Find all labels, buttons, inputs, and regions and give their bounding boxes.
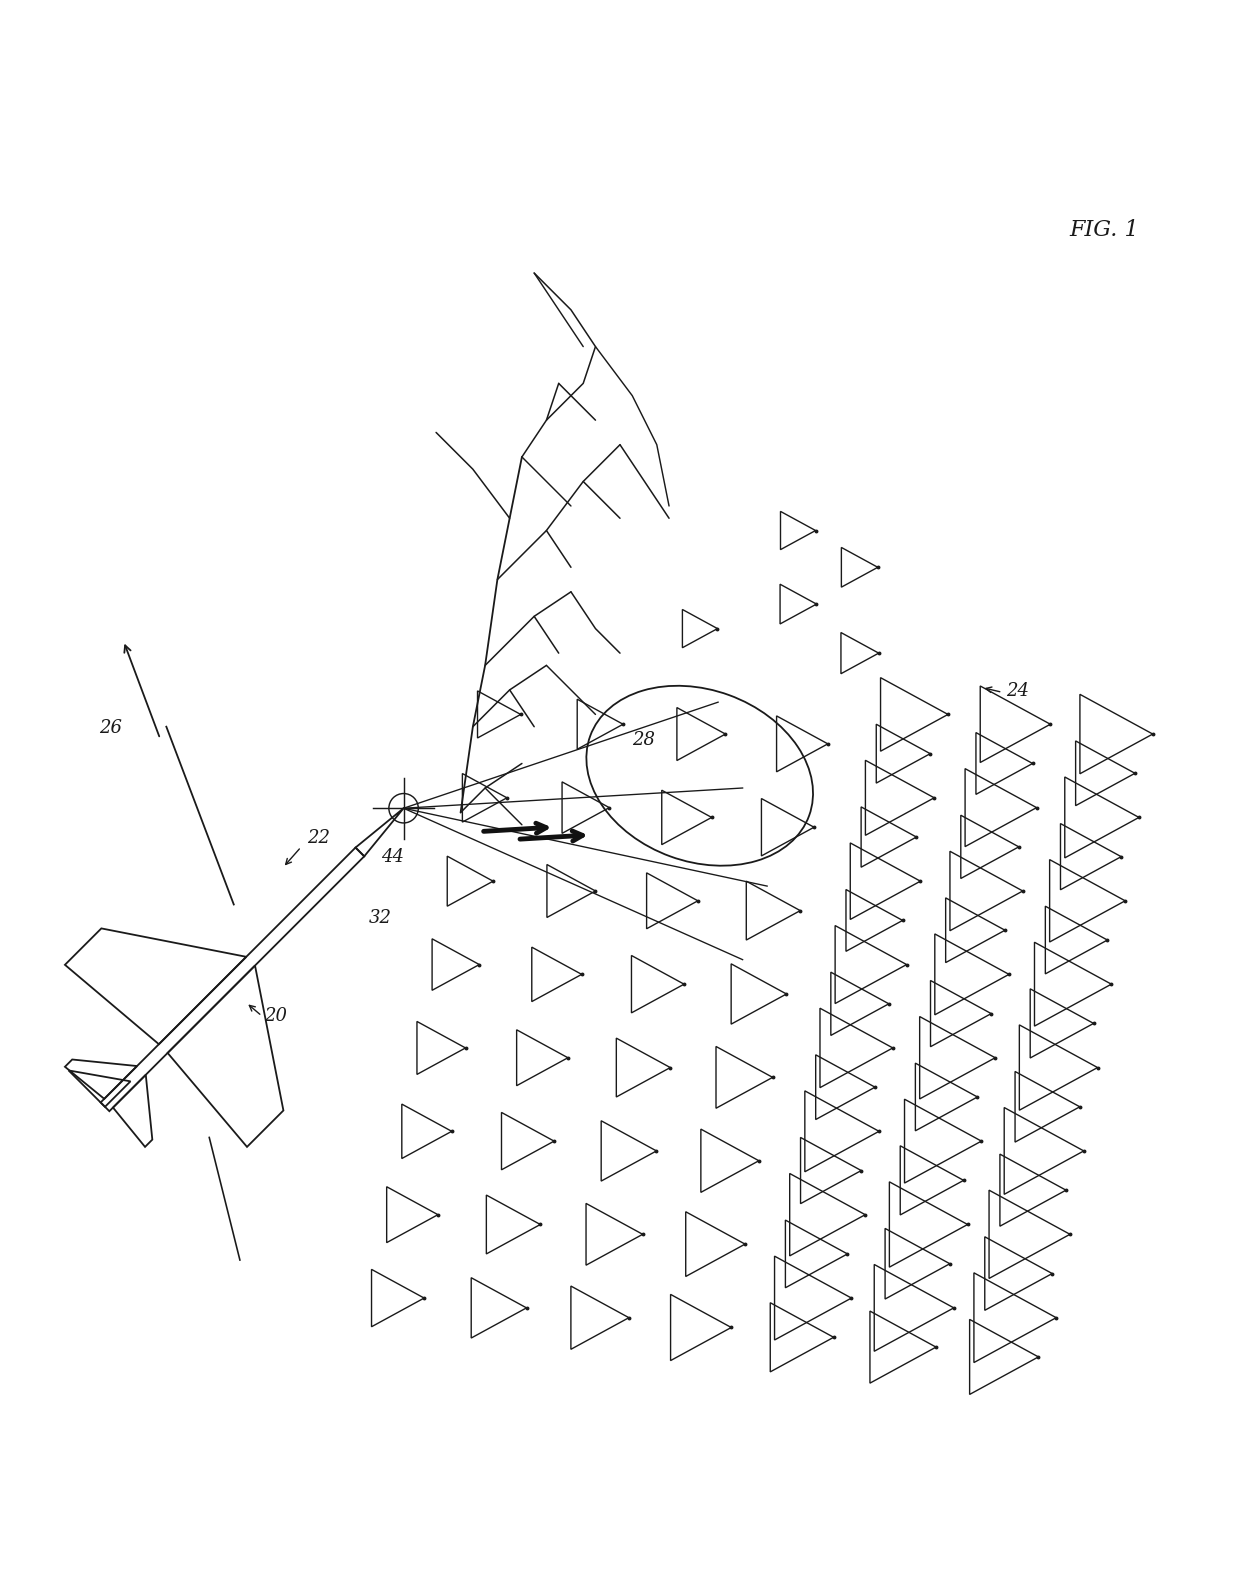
Text: 20: 20 bbox=[264, 1007, 288, 1024]
Text: 28: 28 bbox=[632, 731, 655, 749]
Text: 24: 24 bbox=[1006, 682, 1029, 700]
Text: FIG. 1: FIG. 1 bbox=[1070, 219, 1140, 241]
Text: 32: 32 bbox=[368, 909, 392, 927]
Text: 44: 44 bbox=[381, 848, 404, 865]
Text: 22: 22 bbox=[308, 829, 330, 848]
Text: 26: 26 bbox=[99, 719, 122, 738]
